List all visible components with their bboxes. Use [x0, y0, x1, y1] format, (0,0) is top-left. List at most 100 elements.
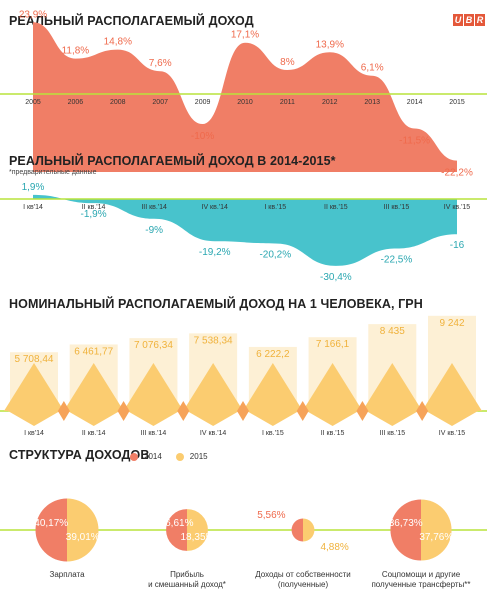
- peak-triangle: [362, 363, 423, 411]
- reflection-triangle: [366, 411, 419, 426]
- chart3-title: НОМИНАЛЬНЫЙ РАСПОЛАГАЕМЫЙ ДОХОД НА 1 ЧЕЛ…: [9, 297, 423, 311]
- pie-half-2014: [390, 499, 421, 561]
- data-label: -20,2%: [259, 249, 291, 260]
- chart4-legend: 2014 2015: [130, 452, 208, 461]
- peak-triangle: [242, 363, 303, 411]
- pie-half-2014: [291, 518, 303, 542]
- x-tick-label: 2011: [280, 99, 295, 106]
- x-tick-label: III кв.'15: [379, 430, 405, 437]
- data-label: 11,8%: [62, 46, 90, 57]
- data-label: 17,1%: [231, 30, 259, 41]
- data-label: 7 166,1: [316, 339, 350, 350]
- x-tick-label: III кв.'15: [384, 204, 410, 211]
- chart2-title: РЕАЛЬНЫЙ РАСПОЛАГАЕМЫЙ ДОХОД В 2014-2015…: [9, 154, 336, 168]
- peak-triangle: [123, 363, 184, 411]
- data-label: 7,6%: [149, 58, 172, 69]
- data-label: 14,8%: [104, 37, 132, 48]
- ubr-logo: U B R: [453, 14, 485, 26]
- x-tick-label: 2012: [322, 99, 338, 106]
- data-label: -11,5%: [399, 136, 430, 147]
- x-tick-label: I кв'14: [24, 430, 44, 437]
- data-label: 23,9%: [19, 9, 47, 20]
- logo-letter: B: [464, 14, 474, 26]
- x-tick-label: I кв'14: [23, 204, 43, 211]
- pie-half-2015: [187, 509, 208, 551]
- chart2-svg: 1,9% I кв'14 -1,9%II кв.'14 -9% III кв.'14 -1…: [0, 182, 487, 283]
- peak-triangle: [422, 363, 482, 411]
- x-tick-label: 2013: [364, 99, 380, 106]
- joint-diamond: [57, 401, 70, 421]
- category-label: полученные трансферты**: [371, 580, 470, 589]
- legend-label-2015: 2015: [189, 452, 208, 461]
- reflection-triangle: [306, 411, 359, 426]
- legend-label-2014: 2014: [144, 452, 162, 461]
- pie-half-2015: [421, 499, 452, 561]
- x-tick-label: 2010: [237, 99, 253, 106]
- data-label: -19,2%: [199, 247, 231, 258]
- data-label: -10%: [191, 131, 214, 142]
- data-label: 5 708,44: [15, 354, 54, 365]
- reflection-triangle: [246, 411, 299, 426]
- category-label: Прибыль: [170, 570, 204, 579]
- data-label: -30,4%: [320, 272, 352, 283]
- category-label: Соцпомощи и другие: [382, 570, 461, 579]
- chart4-title: СТРУКТУРА ДОХОДОВ: [9, 448, 150, 462]
- data-label: -9%: [145, 225, 163, 236]
- x-tick-label: IV кв.'14: [200, 430, 227, 437]
- chart2-note: *предварительные данные: [9, 169, 97, 176]
- x-tick-label: 2015: [449, 99, 465, 106]
- income-area: [33, 22, 457, 172]
- data-label: -1,9%: [81, 209, 107, 220]
- pie-label-2015: 37,76%: [419, 532, 453, 543]
- data-label: 7 538,34: [194, 335, 233, 346]
- data-label: 8%: [280, 57, 295, 68]
- peak-triangle: [183, 363, 244, 411]
- x-tick-label: 2007: [152, 99, 168, 106]
- pie-label-2015: 39,01%: [66, 532, 100, 543]
- peak-triangle: [4, 363, 64, 411]
- pie-half-2015: [67, 498, 99, 562]
- reflection-triangle: [67, 411, 120, 426]
- joint-diamond: [117, 401, 130, 421]
- pie-half-2014: [166, 509, 187, 551]
- data-label: -22,2%: [441, 168, 473, 179]
- data-label: -22,5%: [381, 255, 413, 266]
- chart3-svg: 5 708,44 I кв'14 6 461,77 II кв.'14 7 076,34…: [0, 315, 487, 437]
- category-label: Доходы от собственности: [255, 570, 351, 579]
- reflection-triangle: [187, 411, 240, 426]
- pie-half-2015: [303, 518, 315, 542]
- logo-letter: U: [453, 14, 463, 26]
- joint-diamond: [356, 401, 369, 421]
- x-tick-label: II кв.'14: [82, 204, 106, 211]
- chart1-title: РЕАЛЬНЫЙ РАСПОЛАГАЕМЫЙ ДОХОД: [9, 14, 254, 28]
- data-label: 9 242: [439, 318, 464, 329]
- pie-label-2014: 40,17%: [34, 518, 68, 529]
- x-tick-label: II кв.'15: [321, 430, 345, 437]
- joint-diamond: [416, 401, 429, 421]
- chart1-svg: 23,9% 2005 11,8% 2006 14,8% 2008 7,6% 2007 -10% 2…: [0, 9, 487, 179]
- x-tick-label: III кв.'14: [141, 430, 167, 437]
- data-label: 6 222,2: [256, 349, 290, 360]
- chart4-svg: 40,17% 39,01% Зарплата 16,61% 18,35% Прибыльи…: [0, 498, 487, 589]
- data-label: 6,1%: [361, 63, 384, 74]
- legend-dot-2014: [130, 452, 138, 461]
- category-label: (полученные): [278, 580, 329, 589]
- pie-half-2014: [35, 498, 67, 562]
- data-label: 1,9%: [22, 182, 45, 193]
- joint-diamond: [177, 401, 190, 421]
- x-tick-label: III кв.'14: [141, 204, 167, 211]
- data-label: -16: [450, 240, 465, 251]
- peak-triangle: [302, 363, 363, 411]
- reflection-triangle: [8, 411, 60, 426]
- x-tick-label: I кв.'15: [262, 430, 284, 437]
- x-tick-label: 2008: [110, 99, 126, 106]
- data-label: 6 461,77: [74, 346, 113, 357]
- category-label: Зарплата: [49, 570, 85, 579]
- x-tick-label: 2014: [407, 99, 423, 106]
- quarterly-area: [33, 194, 457, 266]
- x-tick-label: II кв.'15: [324, 204, 348, 211]
- pie-label-2014: 16,61%: [160, 518, 194, 529]
- x-tick-label: IV кв.'14: [202, 204, 229, 211]
- x-tick-label: II кв.'14: [82, 430, 106, 437]
- x-tick-label: 2006: [68, 99, 84, 106]
